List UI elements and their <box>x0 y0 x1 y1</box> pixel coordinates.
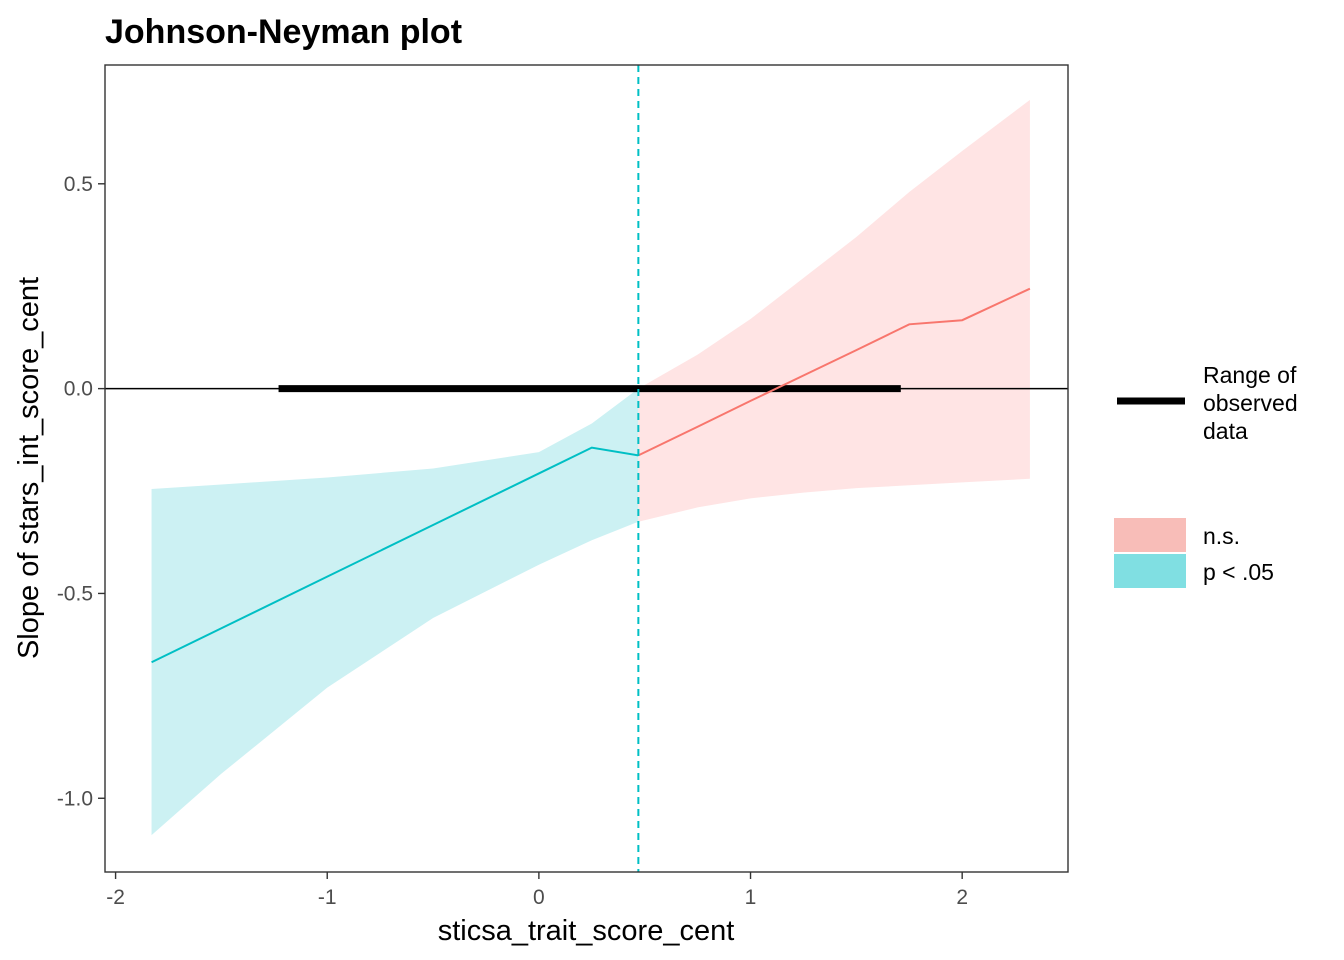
slope-line-significant <box>151 446 639 664</box>
y-tick-label: -1.0 <box>57 787 93 810</box>
x-tick-label: 1 <box>745 886 757 909</box>
y-tick-label: 0.0 <box>64 378 93 401</box>
legend: Range of observed data n.s. p < .05 <box>1114 362 1298 588</box>
y-tick-label: -0.5 <box>57 582 93 605</box>
x-tick-label: -1 <box>318 886 337 909</box>
plot-area <box>105 65 1068 872</box>
legend-label-ns: n.s. <box>1203 523 1240 549</box>
x-axis-title: sticsa_trait_score_cent <box>438 915 735 947</box>
x-tick-label: 2 <box>956 886 968 909</box>
y-axis: -1.0 -0.5 0.0 0.5 <box>57 173 105 810</box>
legend-key-significant <box>1114 554 1186 588</box>
x-axis: -2 -1 0 1 2 <box>106 872 968 909</box>
slope-line-ns <box>637 287 1031 457</box>
confidence-band-significant <box>151 388 639 836</box>
confidence-band-ns <box>638 99 1030 522</box>
legend-key-ns <box>1114 518 1186 552</box>
plot-border <box>104 64 1069 873</box>
y-tick-label: 0.5 <box>64 173 93 196</box>
y-axis-title: Slope of stars_int_score_cent <box>13 277 45 659</box>
x-tick-label: 0 <box>533 886 545 909</box>
chart-title: Johnson-Neyman plot <box>105 13 462 51</box>
legend-label-significant: p < .05 <box>1203 559 1274 585</box>
legend-label-observed-range: Range of observed data <box>1203 362 1298 444</box>
x-tick-label: -2 <box>106 886 125 909</box>
